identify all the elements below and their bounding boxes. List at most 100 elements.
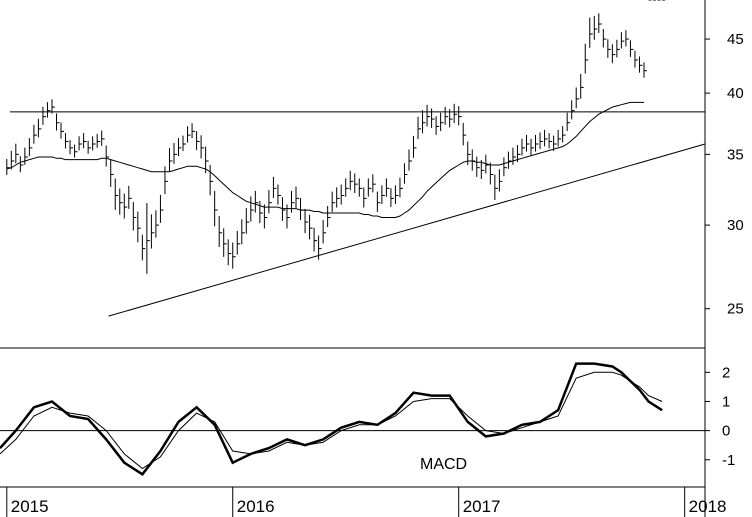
price-bar [218,216,223,248]
price-bar [598,13,602,33]
price-bar [625,30,629,47]
price-bar [602,29,607,48]
price-bar [453,103,458,123]
price-bar [295,186,300,209]
price-bar [512,147,516,165]
price-bar [535,134,539,152]
price-bar [611,44,616,64]
price-bar [28,138,33,157]
price-bar [159,194,164,223]
price-bar [503,157,507,177]
price-tick-label: 45 [727,31,744,48]
price-bar [146,203,150,274]
price-bar [363,187,367,208]
price-bar [403,163,408,184]
price-bar [6,158,10,176]
price-bar [376,191,381,212]
price-bar [96,133,101,148]
price-bar [349,170,354,191]
price-tick-label: 25 [727,301,744,318]
macd-y-axis: -1 0 1 2 [705,364,735,469]
price-bar [187,126,191,143]
price-bar [390,188,394,207]
price-panel: 25 30 35 40 45 [6,0,744,318]
year-tick-label: 2018 [689,497,727,516]
price-bar [141,234,146,261]
price-bar [498,169,503,192]
price-bar [74,144,78,158]
price-bar [178,138,182,157]
price-bar [525,134,530,152]
price-bar [191,123,196,139]
price-bar [19,156,24,173]
price-bar [304,208,309,234]
price-bar [277,184,281,205]
price-bar [268,190,272,214]
price-bar [46,102,51,118]
price-bar [354,173,358,194]
price-bar [539,132,544,149]
price-bar [485,154,489,174]
moving-average-line [6,101,644,218]
macd-signal-line [0,371,663,470]
price-bar [345,178,349,197]
price-bar [331,191,336,212]
price-bar [263,204,268,229]
macd-tick-label: 0 [722,423,730,440]
price-bar [562,126,566,143]
price-bar [232,242,236,269]
price-bar [101,130,105,146]
price-tick-label: 30 [727,217,744,234]
price-tick-label: 40 [727,85,744,102]
price-y-axis: 25 30 35 40 45 [705,31,744,318]
price-bar [241,219,245,245]
price-bar [272,176,277,199]
price-bar [589,17,593,48]
price-bar [114,178,119,210]
price-bar [476,156,480,177]
price-bar [119,188,123,215]
price-bar [458,106,462,126]
price-bar [92,136,96,151]
price-bar [593,16,598,40]
price-bar [196,131,200,151]
price-bar [55,113,60,131]
price-bar [385,178,390,197]
price-bar [132,202,137,231]
price-bar [313,227,318,252]
price-bar [480,160,485,180]
price-bar [223,228,227,257]
price-bar [336,187,340,208]
price-bars [6,0,666,274]
price-bar [462,122,467,146]
price-bar [553,135,557,151]
year-tick-label: 2017 [463,497,501,516]
price-bar [413,135,417,158]
price-bar [616,39,620,58]
price-tick-label: 35 [727,146,744,163]
price-bar [417,116,422,140]
price-bar [444,106,449,125]
price-bar [150,214,155,249]
price-bar [422,110,426,134]
price-bar [322,220,327,244]
price-bar [643,62,647,78]
price-bar [494,174,498,200]
price-bar [214,190,218,227]
price-bar [236,230,241,255]
macd-panel: MACD -1 0 1 2 [0,362,735,476]
price-bar [10,150,15,170]
macd-line [0,362,663,476]
price-bar [182,135,187,151]
price-bar [250,196,254,222]
price-bar [358,178,363,197]
support-trendline [108,143,706,317]
price-bar [381,185,385,204]
price-bar [571,100,575,120]
macd-tick-label: 2 [722,364,730,381]
price-bar [155,210,159,238]
price-bar [638,56,643,73]
macd-tick-label: -1 [722,452,735,469]
price-bar [584,43,589,74]
